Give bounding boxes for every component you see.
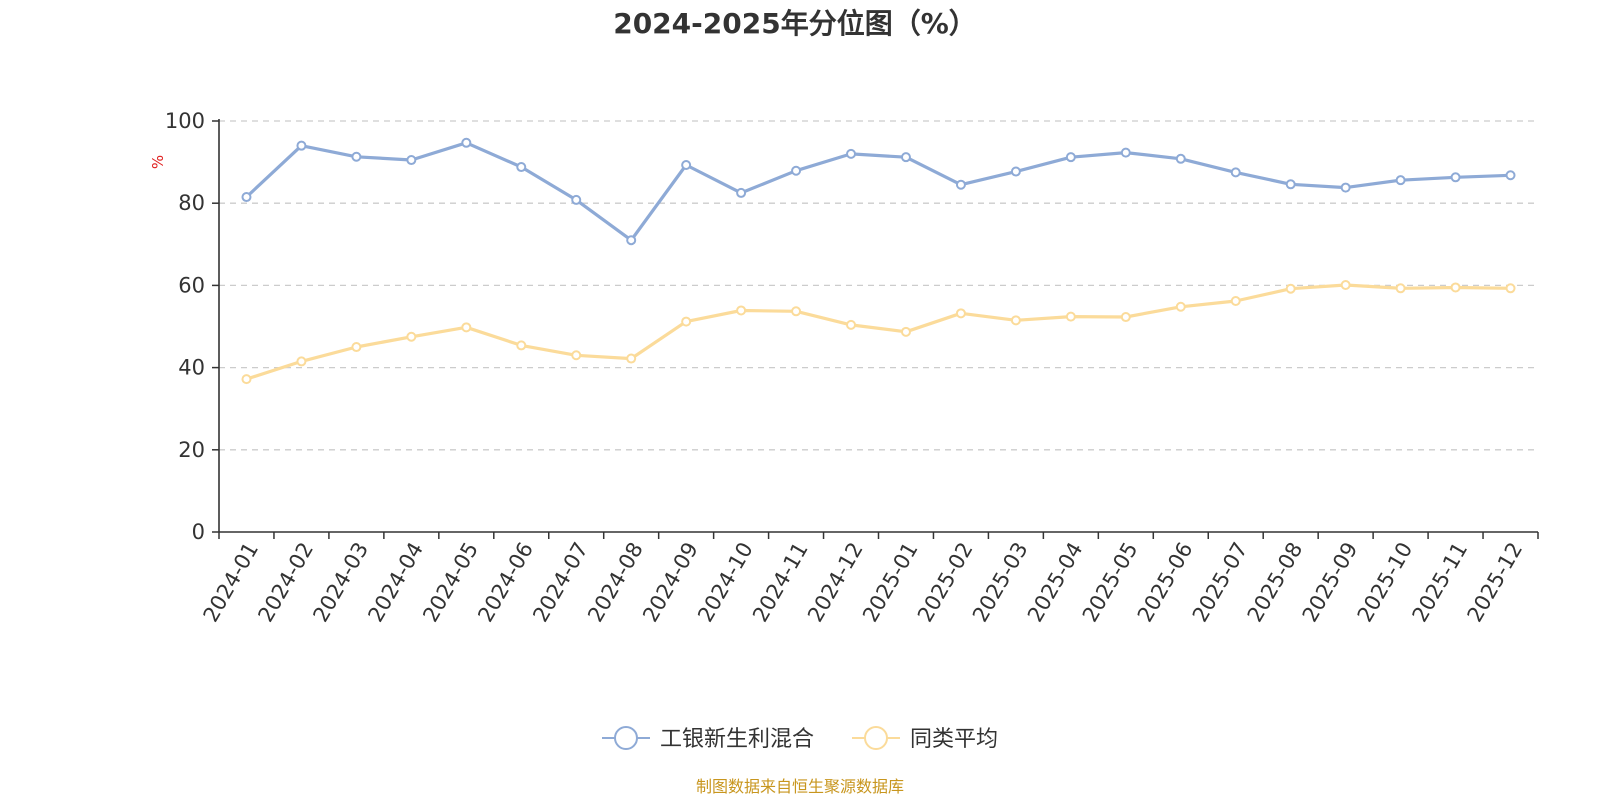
data-point [1120, 312, 1131, 323]
data-point [516, 162, 527, 173]
data-point [846, 148, 857, 159]
data-point [1120, 147, 1131, 158]
data-point [626, 235, 637, 246]
data-point [1340, 279, 1351, 290]
series-2 [241, 279, 1516, 385]
x-tick-label: 2025-12 [1463, 538, 1528, 626]
data-point [955, 179, 966, 190]
y-tick-label: 0 [192, 520, 205, 544]
data-point [1175, 153, 1186, 164]
data-point [406, 155, 417, 166]
data-point [626, 353, 637, 364]
series-1 [241, 137, 1516, 246]
data-point [1175, 301, 1186, 312]
y-tick-label: 40 [178, 356, 205, 380]
data-point [241, 192, 252, 203]
data-point [1505, 283, 1516, 294]
data-point [1450, 172, 1461, 183]
data-point [1010, 315, 1021, 326]
data-point [1395, 283, 1406, 294]
y-tick-label: 100 [165, 109, 205, 133]
source-note: 制图数据来自恒生聚源数据库 [696, 777, 904, 796]
data-point [791, 306, 802, 317]
data-point [241, 374, 252, 385]
data-point [1010, 166, 1021, 177]
series-line [245, 141, 1511, 242]
data-point [1065, 311, 1076, 322]
data-point [406, 331, 417, 342]
legend: 工银新生利混合 同类平均 [602, 726, 998, 752]
data-point [846, 319, 857, 330]
data-point [1285, 283, 1296, 294]
data-point [1230, 167, 1241, 178]
data-point [351, 151, 362, 162]
data-point [681, 159, 692, 170]
data-point [461, 137, 472, 148]
data-point [900, 152, 911, 163]
data-point [1230, 296, 1241, 307]
y-tick-label: 80 [178, 191, 205, 215]
legend-label: 工银新生利混合 [660, 727, 814, 752]
data-point [1450, 282, 1461, 293]
data-point [296, 356, 307, 367]
data-point [1285, 179, 1296, 190]
data-point [1505, 170, 1516, 181]
y-tick-label: 60 [178, 273, 205, 297]
y-tick-label: 20 [178, 438, 205, 462]
legend-marker [614, 726, 638, 750]
data-point [571, 350, 582, 361]
legend-item-1: 工银新生利混合 [602, 726, 814, 752]
data-point [571, 194, 582, 205]
data-point [681, 316, 692, 327]
data-point [955, 308, 966, 319]
data-point [736, 305, 747, 316]
data-point [1065, 152, 1076, 163]
data-point [351, 342, 362, 353]
data-point [791, 165, 802, 176]
series-group [241, 137, 1516, 385]
data-point [1395, 175, 1406, 186]
data-point [900, 326, 911, 337]
data-point [461, 322, 472, 333]
legend-item-2: 同类平均 [852, 726, 998, 752]
data-point [1340, 182, 1351, 193]
legend-marker [864, 726, 888, 750]
chart-title: 2024-2025年分位图（%） [613, 7, 977, 40]
series-line [246, 283, 1511, 381]
data-point [296, 140, 307, 151]
data-point [736, 187, 747, 198]
legend-label: 同类平均 [910, 727, 998, 752]
y-axis-label: % [149, 155, 167, 169]
data-point [516, 340, 527, 351]
